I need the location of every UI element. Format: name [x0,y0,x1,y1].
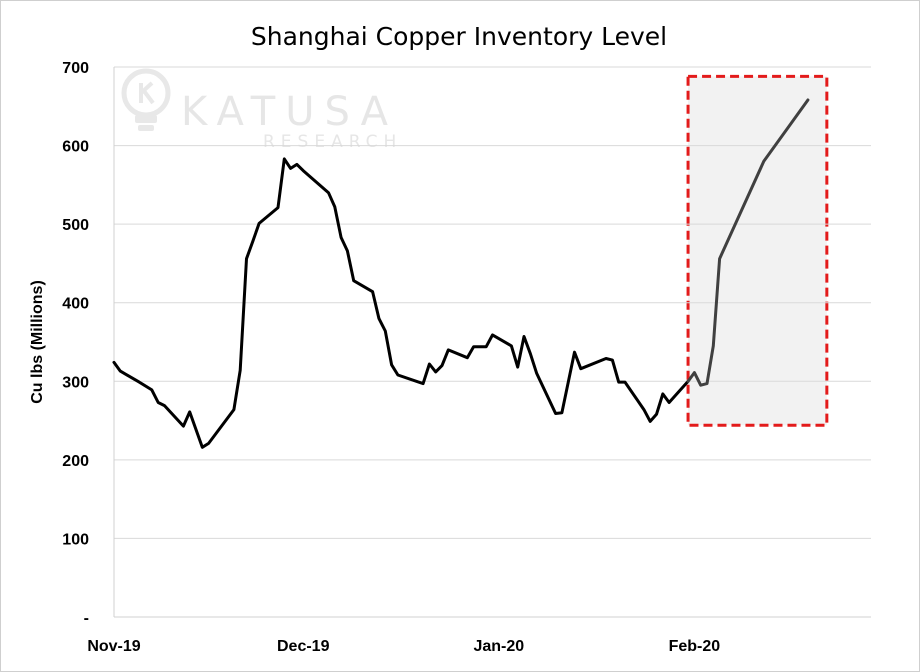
watermark-sub: RESEARCH [263,132,402,152]
series-line-2 [686,98,810,387]
y-tick-label-700: 700 [62,60,89,77]
x-tick-label-dec-19: Dec-19 [277,638,330,655]
y-axis-title: Cu lbs (Millions) [29,280,46,404]
y-tick-label-300: 300 [62,374,89,391]
y-tick-label-100: 100 [62,531,89,548]
x-tick-label-jan-20: Jan-20 [473,638,524,655]
y-tick-label-500: 500 [62,217,89,234]
y-tick-label-200: 200 [62,453,89,470]
watermark-bulb-icon [121,68,171,131]
y-tick-label-400: 400 [62,296,89,313]
x-tick-label-feb-20: Feb-20 [669,638,721,655]
series-line-1 [112,157,690,449]
y-tick-label-0: - [84,610,89,627]
chart-title: Shanghai Copper Inventory Level [251,22,667,51]
watermark-brand: KATUSA [181,89,398,135]
x-tick-label-nov-19: Nov-19 [87,638,140,655]
y-tick-label-600: 600 [62,139,89,156]
watermark-logo: KATUSA RESEARCH [121,68,402,152]
